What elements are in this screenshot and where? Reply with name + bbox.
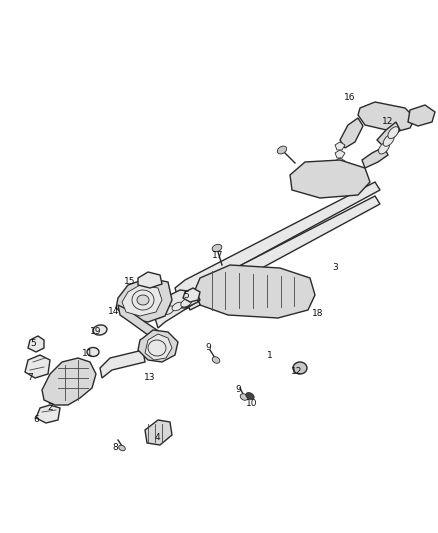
Ellipse shape [148,340,166,356]
Polygon shape [138,272,162,288]
Text: 3: 3 [332,263,338,272]
Text: 9: 9 [205,343,211,352]
Ellipse shape [155,310,166,318]
Text: 8: 8 [112,442,118,451]
Text: 12: 12 [291,367,303,376]
Text: 5: 5 [183,290,189,300]
Ellipse shape [212,357,220,364]
Text: 2: 2 [47,402,53,411]
Polygon shape [155,290,200,328]
Ellipse shape [87,348,99,357]
Polygon shape [335,142,345,150]
Polygon shape [175,182,380,298]
Text: 18: 18 [312,309,324,318]
Ellipse shape [212,244,222,252]
Text: 17: 17 [212,251,224,260]
Ellipse shape [172,302,183,311]
Ellipse shape [277,146,286,154]
Polygon shape [116,278,172,322]
Polygon shape [28,336,44,352]
Polygon shape [175,196,380,312]
Text: 5: 5 [30,338,36,348]
Polygon shape [42,358,96,405]
Polygon shape [335,174,345,182]
Polygon shape [290,160,370,198]
Text: 13: 13 [144,373,156,382]
Polygon shape [36,405,60,423]
Text: 7: 7 [27,373,33,382]
Ellipse shape [132,290,154,310]
Polygon shape [168,290,198,308]
Polygon shape [138,330,178,362]
Polygon shape [377,122,400,147]
Polygon shape [362,147,388,168]
Polygon shape [183,288,200,302]
Polygon shape [408,105,435,126]
Polygon shape [340,118,363,148]
Polygon shape [100,350,145,378]
Text: 16: 16 [344,93,356,102]
Ellipse shape [163,306,174,314]
Ellipse shape [383,134,394,146]
Text: 10: 10 [246,400,258,408]
Text: 19: 19 [90,327,102,336]
Ellipse shape [293,362,307,374]
Text: 14: 14 [108,308,120,317]
Polygon shape [145,420,172,445]
Polygon shape [335,158,345,166]
Ellipse shape [181,298,192,307]
Polygon shape [118,305,160,340]
Polygon shape [335,166,345,174]
Ellipse shape [378,142,389,154]
Text: 15: 15 [124,278,136,287]
Text: 9: 9 [235,385,241,394]
Text: 6: 6 [33,416,39,424]
Text: 1: 1 [267,351,273,359]
Polygon shape [145,334,172,360]
Ellipse shape [137,295,149,305]
Ellipse shape [119,445,125,451]
Ellipse shape [93,325,107,335]
Polygon shape [185,290,200,310]
Text: 4: 4 [154,432,160,441]
Text: 11: 11 [82,350,94,359]
Ellipse shape [240,394,248,400]
Polygon shape [25,355,50,378]
Ellipse shape [246,393,254,399]
Ellipse shape [388,127,399,139]
Polygon shape [122,285,162,316]
Polygon shape [195,265,315,318]
Polygon shape [358,102,415,132]
Polygon shape [335,150,345,158]
Text: 12: 12 [382,117,394,126]
